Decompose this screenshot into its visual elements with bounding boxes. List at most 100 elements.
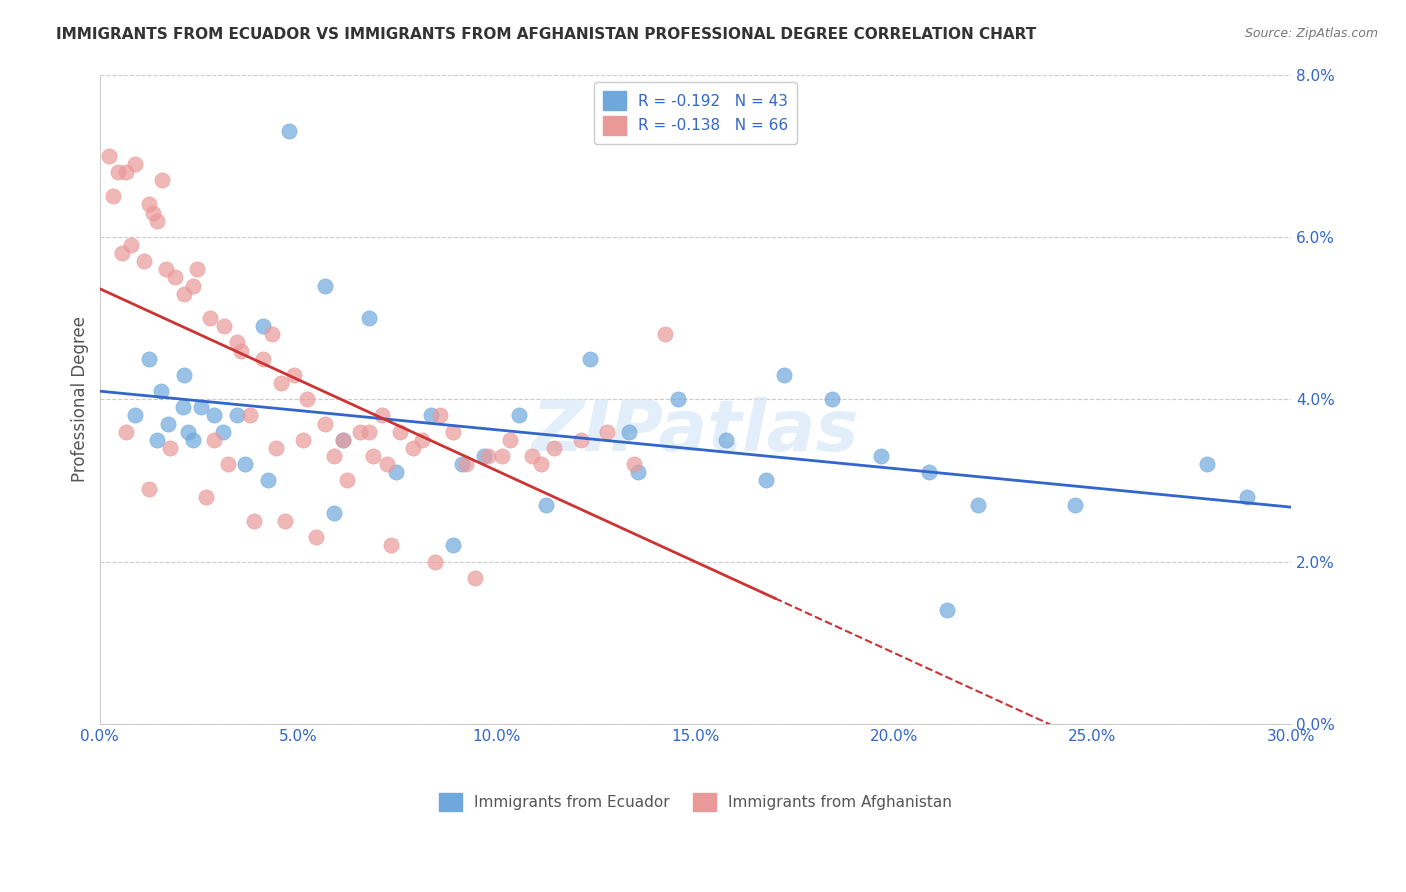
- Point: [155, 262, 177, 277]
- Point: [332, 433, 354, 447]
- Point: [429, 409, 451, 423]
- Point: [277, 124, 299, 138]
- Point: [194, 490, 217, 504]
- Point: [124, 409, 146, 423]
- Point: [411, 433, 433, 447]
- Point: [322, 449, 344, 463]
- Point: [520, 449, 543, 463]
- Legend: Immigrants from Ecuador, Immigrants from Afghanistan: Immigrants from Ecuador, Immigrants from…: [430, 783, 960, 821]
- Point: [384, 465, 406, 479]
- Point: [627, 465, 650, 479]
- Point: [211, 425, 233, 439]
- Point: [115, 425, 138, 439]
- Point: [150, 173, 173, 187]
- Point: [375, 457, 398, 471]
- Point: [918, 465, 941, 479]
- Point: [138, 351, 160, 366]
- Point: [472, 449, 495, 463]
- Point: [464, 571, 486, 585]
- Point: [120, 238, 142, 252]
- Point: [654, 327, 676, 342]
- Point: [357, 425, 380, 439]
- Point: [111, 246, 134, 260]
- Point: [450, 457, 472, 471]
- Point: [124, 157, 146, 171]
- Point: [349, 425, 371, 439]
- Text: IMMIGRANTS FROM ECUADOR VS IMMIGRANTS FROM AFGHANISTAN PROFESSIONAL DEGREE CORRE: IMMIGRANTS FROM ECUADOR VS IMMIGRANTS FR…: [56, 27, 1036, 42]
- Point: [204, 409, 226, 423]
- Point: [101, 189, 124, 203]
- Text: Source: ZipAtlas.com: Source: ZipAtlas.com: [1244, 27, 1378, 40]
- Point: [402, 441, 425, 455]
- Point: [291, 433, 314, 447]
- Point: [388, 425, 411, 439]
- Point: [936, 603, 959, 617]
- Point: [821, 392, 844, 407]
- Point: [336, 474, 359, 488]
- Point: [138, 482, 160, 496]
- Point: [1197, 457, 1219, 471]
- Point: [256, 474, 278, 488]
- Point: [332, 433, 354, 447]
- Point: [181, 278, 204, 293]
- Point: [441, 425, 464, 439]
- Point: [225, 335, 247, 350]
- Point: [716, 433, 738, 447]
- Point: [456, 457, 478, 471]
- Y-axis label: Professional Degree: Professional Degree: [72, 317, 89, 483]
- Point: [499, 433, 522, 447]
- Point: [623, 457, 645, 471]
- Point: [204, 433, 226, 447]
- Point: [97, 149, 120, 163]
- Point: [755, 474, 778, 488]
- Point: [198, 311, 221, 326]
- Point: [115, 165, 138, 179]
- Point: [322, 506, 344, 520]
- Point: [530, 457, 553, 471]
- Point: [361, 449, 384, 463]
- Point: [491, 449, 513, 463]
- Point: [869, 449, 891, 463]
- Point: [1064, 498, 1087, 512]
- Point: [181, 433, 204, 447]
- Point: [477, 449, 499, 463]
- Point: [163, 270, 186, 285]
- Point: [134, 254, 156, 268]
- Point: [371, 409, 394, 423]
- Point: [107, 165, 129, 179]
- Point: [1236, 490, 1258, 504]
- Point: [305, 530, 328, 544]
- Point: [508, 409, 530, 423]
- Point: [419, 409, 441, 423]
- Point: [270, 376, 292, 390]
- Point: [425, 555, 447, 569]
- Point: [314, 278, 336, 293]
- Point: [252, 351, 274, 366]
- Point: [156, 417, 179, 431]
- Point: [186, 262, 208, 277]
- Point: [441, 538, 464, 552]
- Point: [773, 368, 796, 382]
- Point: [225, 409, 247, 423]
- Point: [274, 514, 297, 528]
- Point: [297, 392, 319, 407]
- Point: [596, 425, 619, 439]
- Point: [266, 441, 288, 455]
- Point: [235, 457, 257, 471]
- Point: [617, 425, 640, 439]
- Point: [173, 286, 195, 301]
- Point: [543, 441, 565, 455]
- Point: [314, 417, 336, 431]
- Text: ZIPatlas: ZIPatlas: [531, 397, 859, 467]
- Point: [217, 457, 239, 471]
- Point: [666, 392, 689, 407]
- Point: [146, 213, 169, 227]
- Point: [149, 384, 172, 398]
- Point: [283, 368, 305, 382]
- Point: [173, 368, 195, 382]
- Point: [569, 433, 592, 447]
- Point: [967, 498, 990, 512]
- Point: [357, 311, 380, 326]
- Point: [380, 538, 402, 552]
- Point: [578, 351, 600, 366]
